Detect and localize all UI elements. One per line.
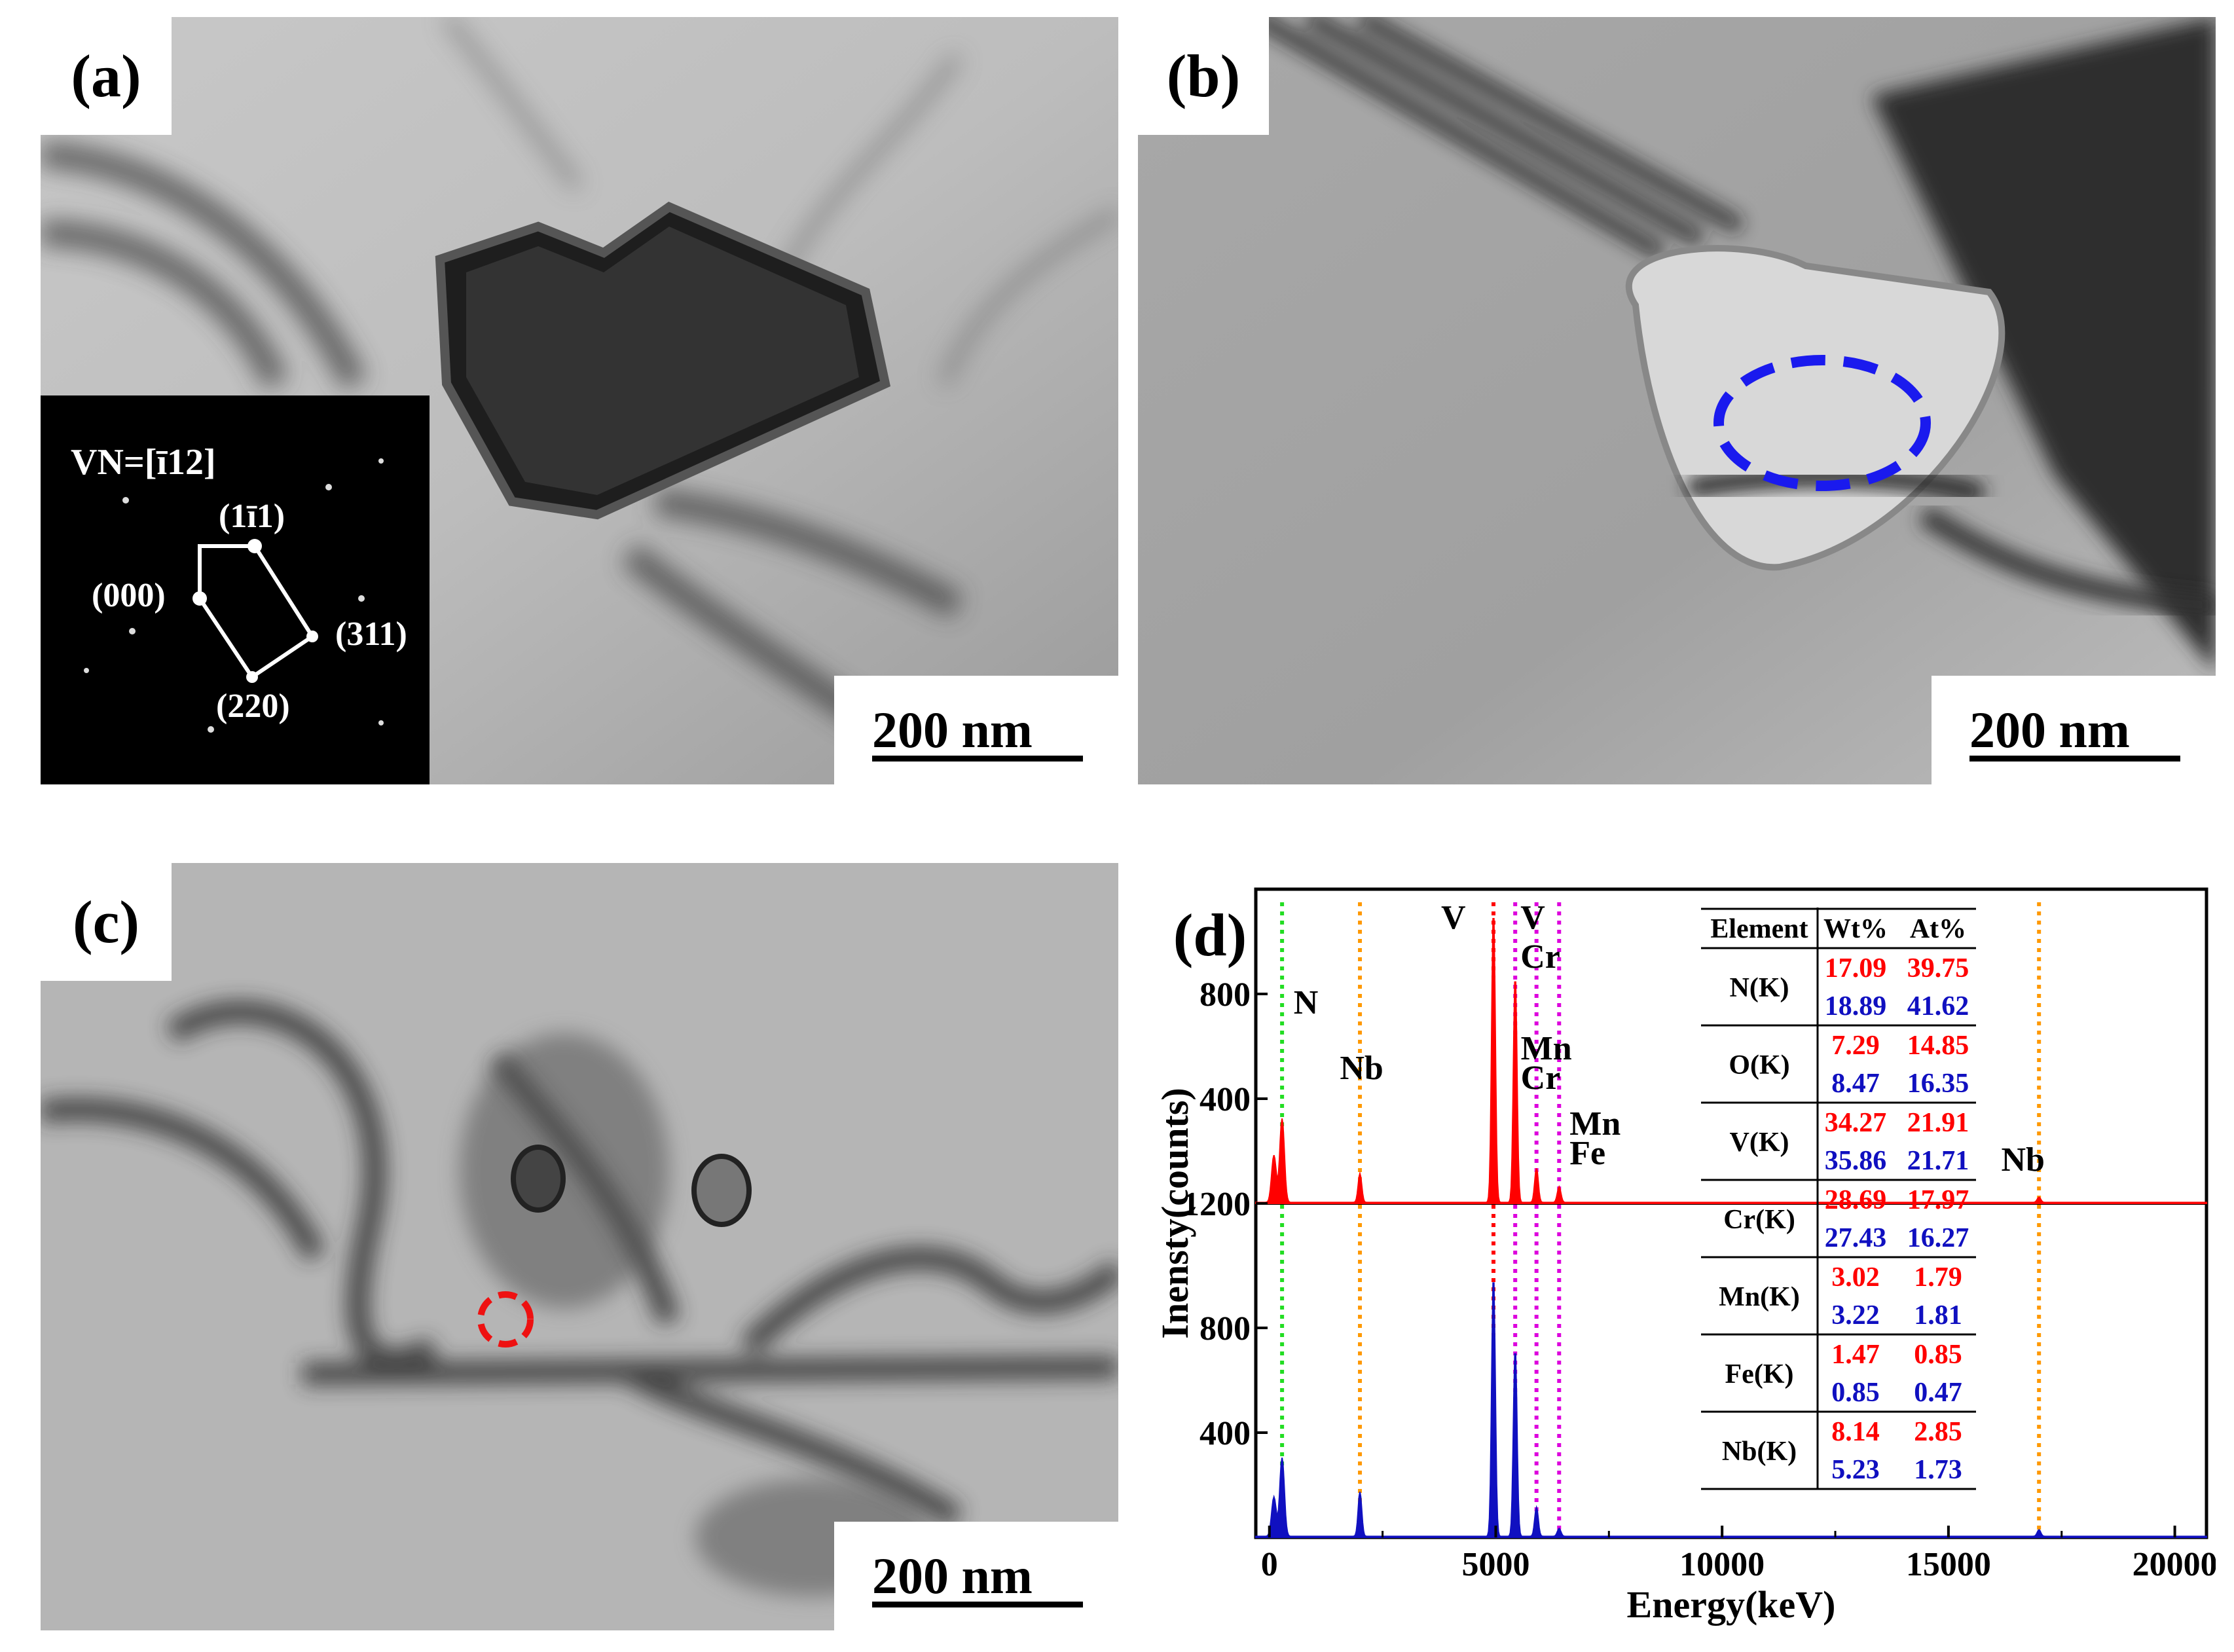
panel-label-c: (c) <box>41 863 172 981</box>
scale-text-b: 200 nm <box>1969 701 2130 758</box>
scale-bar-a <box>872 756 1083 762</box>
table-at-cell: 16.27 <box>1907 1223 1969 1253</box>
table-wt-cell: 17.09 <box>1825 953 1887 983</box>
x-tick-label: 15000 <box>1906 1546 1991 1583</box>
table-at-cell: 21.71 <box>1907 1146 1969 1176</box>
x-axis-title: Energy(keV) <box>1627 1583 1836 1626</box>
scale-text-a: 200 nm <box>872 701 1033 758</box>
table-wt-cell: 7.29 <box>1831 1031 1880 1061</box>
table-header: Element <box>1710 914 1808 944</box>
table-element-cell: O(K) <box>1729 1050 1789 1080</box>
table-element-cell: N(K) <box>1730 973 1789 1003</box>
scale-box-a: 200 nm <box>834 676 1118 784</box>
peak-label: Nb <box>1340 1050 1383 1087</box>
saed-zone-axis: VN=[ī12] <box>71 442 216 483</box>
table-element-cell: V(K) <box>1730 1128 1789 1158</box>
panel-d: (d) 0 5000 10000 15000 20000 400 800 1200 400 800… <box>1138 863 2216 1630</box>
peak-label: Cr <box>1521 1059 1561 1097</box>
scale-box-c: 200 nm <box>834 1522 1118 1630</box>
table-wt-cell: 5.23 <box>1831 1455 1880 1485</box>
table-wt-cell: 8.14 <box>1831 1417 1880 1447</box>
table-element-cell: Fe(K) <box>1725 1359 1794 1389</box>
y-tick-label: 400 <box>1199 1415 1251 1452</box>
table-wt-cell: 28.69 <box>1825 1185 1887 1215</box>
saed-spot-000: (000) <box>92 577 166 614</box>
table-at-cell: 39.75 <box>1907 953 1969 983</box>
saed-spot-311: (311) <box>335 615 407 653</box>
y-axis-title: Inensty(counts) <box>1154 1088 1196 1339</box>
table-at-cell: 1.79 <box>1914 1262 1962 1293</box>
y-tick-label: 1200 <box>1182 1186 1251 1223</box>
spectrum-series-1 <box>1255 918 2207 1204</box>
tem-image-a <box>41 17 1118 784</box>
y-tick-label: 800 <box>1199 976 1251 1014</box>
saed-spot-220: (220) <box>216 688 290 725</box>
table-wt-cell: 27.43 <box>1825 1223 1887 1253</box>
eds-spectrum-chart: 0 5000 10000 15000 20000 400 800 1200 400 800 Ener… <box>1154 887 2216 1626</box>
panel-label-d: (d) <box>1151 889 1269 981</box>
peak-label: Mn <box>1521 1030 1572 1067</box>
saed-pattern <box>84 458 384 733</box>
peak-label: V <box>1441 899 1466 936</box>
table-wt-cell: 8.47 <box>1831 1069 1880 1099</box>
panel-a: (a) VN=[ī12] (1ī1) (000) (311) (220) 200… <box>41 17 1118 784</box>
tem-image-c <box>41 863 1118 1630</box>
table-at-cell: 41.62 <box>1907 991 1969 1021</box>
eds-table-grid: Element Wt% At% N(K) 17.09 39.75 18.89 41.62 O(K… <box>1701 908 1976 1490</box>
table-wt-cell: 3.02 <box>1831 1262 1880 1293</box>
peak-label: Mn <box>1569 1105 1621 1143</box>
table-at-cell: 0.85 <box>1914 1340 1962 1370</box>
table-header: Wt% <box>1823 914 1888 944</box>
table-wt-cell: 18.89 <box>1825 991 1887 1021</box>
table-at-cell: 14.85 <box>1907 1031 1969 1061</box>
peak-label: Cr <box>1520 938 1560 976</box>
tem-image-b <box>1138 17 2216 784</box>
table-element-cell: Cr(K) <box>1723 1205 1795 1235</box>
scale-bar-b <box>1969 756 2180 762</box>
scale-text-c: 200 nm <box>872 1547 1033 1604</box>
table-wt-cell: 35.86 <box>1825 1146 1887 1176</box>
peak-label: V <box>1520 899 1545 936</box>
table-element-cell: Mn(K) <box>1719 1282 1800 1312</box>
peak-label: Fe <box>1569 1135 1605 1172</box>
x-tick-label: 20000 <box>2133 1546 2216 1583</box>
table-wt-cell: 0.85 <box>1831 1378 1880 1408</box>
panel-c: (c) 200 nm <box>41 863 1118 1630</box>
table-element-cell: Nb(K) <box>1722 1437 1797 1467</box>
y-tick-label: 400 <box>1199 1081 1251 1118</box>
table-at-cell: 16.35 <box>1907 1069 1969 1099</box>
table-wt-cell: 34.27 <box>1825 1108 1887 1138</box>
table-at-cell: 1.81 <box>1914 1300 1962 1331</box>
table-at-cell: 1.73 <box>1914 1455 1962 1485</box>
x-tick-label: 0 <box>1261 1546 1278 1583</box>
table-at-cell: 17.97 <box>1907 1185 1969 1215</box>
saed-spot-1-11: (1ī1) <box>219 498 285 535</box>
scale-bar-c <box>872 1602 1083 1607</box>
x-tick-label: 5000 <box>1461 1546 1529 1583</box>
table-wt-cell: 1.47 <box>1831 1340 1880 1370</box>
table-wt-cell: 3.22 <box>1831 1300 1880 1331</box>
peak-label: Nb <box>2002 1141 2045 1179</box>
table-at-cell: 2.85 <box>1914 1417 1962 1447</box>
x-tick-label: 10000 <box>1679 1546 1765 1583</box>
table-at-cell: 0.47 <box>1914 1378 1962 1408</box>
scale-box-b: 200 nm <box>1932 676 2216 784</box>
table-header: At% <box>1910 914 1966 944</box>
panel-b: (b) 200 nm <box>1138 17 2216 784</box>
spectrum-series-2 <box>1255 1282 2207 1538</box>
y-tick-label: 800 <box>1199 1310 1251 1348</box>
panel-label-a: (a) <box>41 17 172 135</box>
saed-inset: VN=[ī12] (1ī1) (000) (311) (220) <box>41 395 430 784</box>
panel-label-b: (b) <box>1138 17 1269 135</box>
table-at-cell: 21.91 <box>1907 1108 1969 1138</box>
peak-label: N <box>1294 984 1319 1021</box>
